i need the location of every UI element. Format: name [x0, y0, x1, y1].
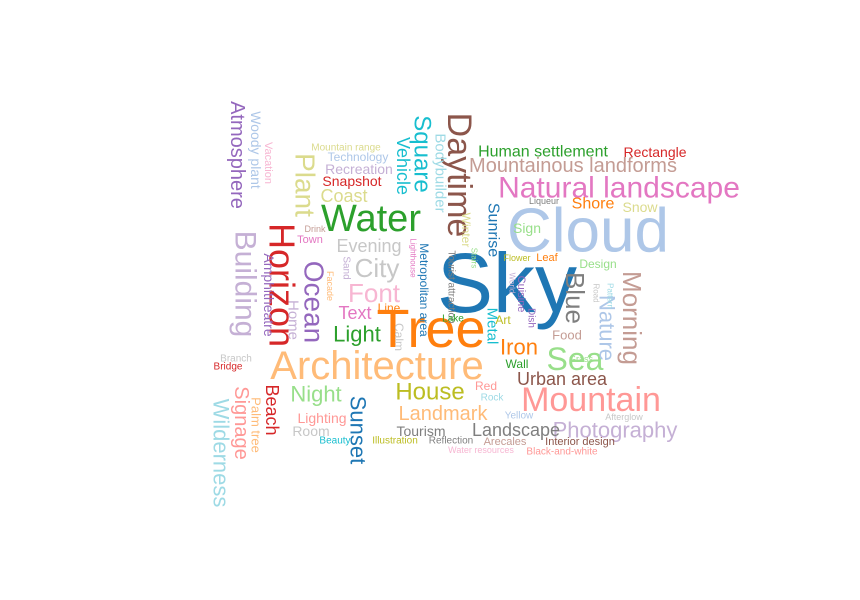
word-road: Road	[592, 283, 601, 302]
word-sunrise: Sunrise	[485, 203, 502, 257]
word-palm-tree: Palm tree	[249, 397, 264, 453]
word-atmosphere: Atmosphere	[226, 101, 248, 209]
word-stairs: Stairs	[470, 248, 479, 268]
word-text: Text	[338, 303, 371, 323]
word-nature: Nature	[595, 295, 620, 361]
word-vacation: Vacation	[262, 142, 274, 184]
word-landmark: Landmark	[399, 403, 489, 425]
word-beach: Beach	[262, 384, 282, 435]
word-tourism: Tourism	[396, 423, 445, 439]
word-plant: Plant	[290, 153, 321, 217]
word-sky: Sky	[437, 236, 577, 330]
word-reflection: Reflection	[429, 436, 473, 447]
word-drink: Drink	[304, 224, 326, 234]
word-illustration: Illustration	[372, 436, 418, 447]
word-morning: Morning	[617, 271, 647, 365]
word-calm: Calm	[392, 323, 406, 351]
word-woody-plant: Woody plant	[248, 111, 264, 189]
word-mountain-range: Mountain range	[311, 143, 381, 154]
word-tree: Tree	[376, 299, 485, 359]
word-sand: Sand	[341, 256, 352, 279]
word-leaf: Leaf	[536, 252, 558, 264]
word-amphitheatre: Amphitheatre	[261, 253, 277, 336]
word-mountainous-landforms: Mountainous landforms	[469, 155, 677, 177]
word-cloud: Cloud	[507, 197, 669, 266]
word-sea: Sea	[547, 341, 604, 377]
word-design: Design	[579, 257, 616, 271]
word-red: Red	[475, 379, 497, 393]
word-human-settlement: Human settlement	[478, 144, 608, 161]
word-architecture: Architecture	[270, 344, 483, 388]
word-rectangle: Rectangle	[623, 144, 686, 160]
word-town: Town	[297, 234, 323, 246]
word-arecales: Arecales	[484, 436, 527, 448]
word-ocean: Ocean	[299, 261, 330, 344]
word-pattern: Pattern	[606, 283, 615, 309]
word-sign: Sign	[513, 220, 541, 236]
word-signage: Signage	[230, 386, 252, 459]
word-water: Water	[321, 198, 421, 240]
word-bridge: Bridge	[214, 362, 243, 373]
word-branch: Branch	[220, 354, 252, 365]
word-landscape: Landscape	[472, 420, 560, 440]
word-tourist-attraction: Tourist attraction	[446, 250, 457, 323]
word-blue: Blue	[560, 272, 590, 324]
word-wilderness: Wilderness	[209, 399, 234, 508]
word-recreation: Recreation	[325, 161, 393, 177]
word-grass: Grass	[569, 354, 594, 364]
word-afterglow: Afterglow	[605, 412, 643, 422]
word-daytime: Daytime	[440, 113, 478, 238]
word-building: Building	[229, 231, 262, 338]
word-home: Home	[285, 300, 302, 340]
word-lake: Lake	[442, 314, 464, 325]
word-cuisine: Cuisine	[515, 276, 527, 313]
word-light: Light	[333, 322, 381, 347]
word-night: Night	[290, 382, 341, 407]
word-art: Art	[495, 313, 511, 327]
word-photography: Photography	[553, 418, 678, 443]
word-flower: Flower	[503, 253, 530, 263]
word-technology: Technology	[328, 150, 389, 164]
word-bodybuilder: Bodybuilder	[432, 133, 449, 212]
word-evening: Evening	[336, 236, 401, 256]
word-black-and-white: Black-and-white	[526, 447, 598, 458]
word-square: Square	[409, 115, 436, 192]
word-horizon: Horizon	[262, 223, 303, 347]
word-house: House	[395, 379, 464, 406]
word-coast: Coast	[320, 186, 367, 206]
word-water-resources: Water resources	[448, 445, 514, 455]
word-liqueur: Liqueur	[529, 196, 559, 206]
word-font: Font	[348, 278, 401, 308]
word-urban-area: Urban area	[517, 369, 608, 389]
word-facade: Facade	[325, 271, 335, 301]
word-sunset: Sunset	[346, 396, 371, 465]
word-lighthouse: Lighthouse	[409, 238, 418, 278]
word-lighting: Lighting	[297, 410, 346, 426]
word-winter: Winter	[459, 213, 473, 248]
word-vehicle: Vehicle	[393, 137, 413, 195]
word-mountain: Mountain	[521, 381, 661, 419]
word-metal: Metal	[484, 308, 501, 345]
word-natural-landscape: Natural landscape	[498, 172, 740, 205]
word-shore: Shore	[572, 196, 615, 213]
word-world: World	[508, 273, 517, 294]
word-wall: Wall	[506, 357, 529, 371]
word-beauty: Beauty	[319, 436, 350, 447]
word-room: Room	[292, 423, 329, 439]
word-dish: Dish	[526, 308, 537, 328]
word-food: Food	[552, 328, 582, 343]
word-yellow: Yellow	[505, 411, 534, 422]
word-snow: Snow	[622, 199, 658, 215]
word-interior-design: Interior design	[545, 436, 615, 448]
word-rock: Rock	[481, 393, 505, 404]
word-iron: Iron	[500, 335, 538, 360]
word-city: City	[355, 253, 400, 283]
word-metropolitan-area: Metropolitan area	[417, 243, 431, 337]
word-snapshot: Snapshot	[322, 173, 381, 189]
word-line: Line	[378, 301, 401, 315]
